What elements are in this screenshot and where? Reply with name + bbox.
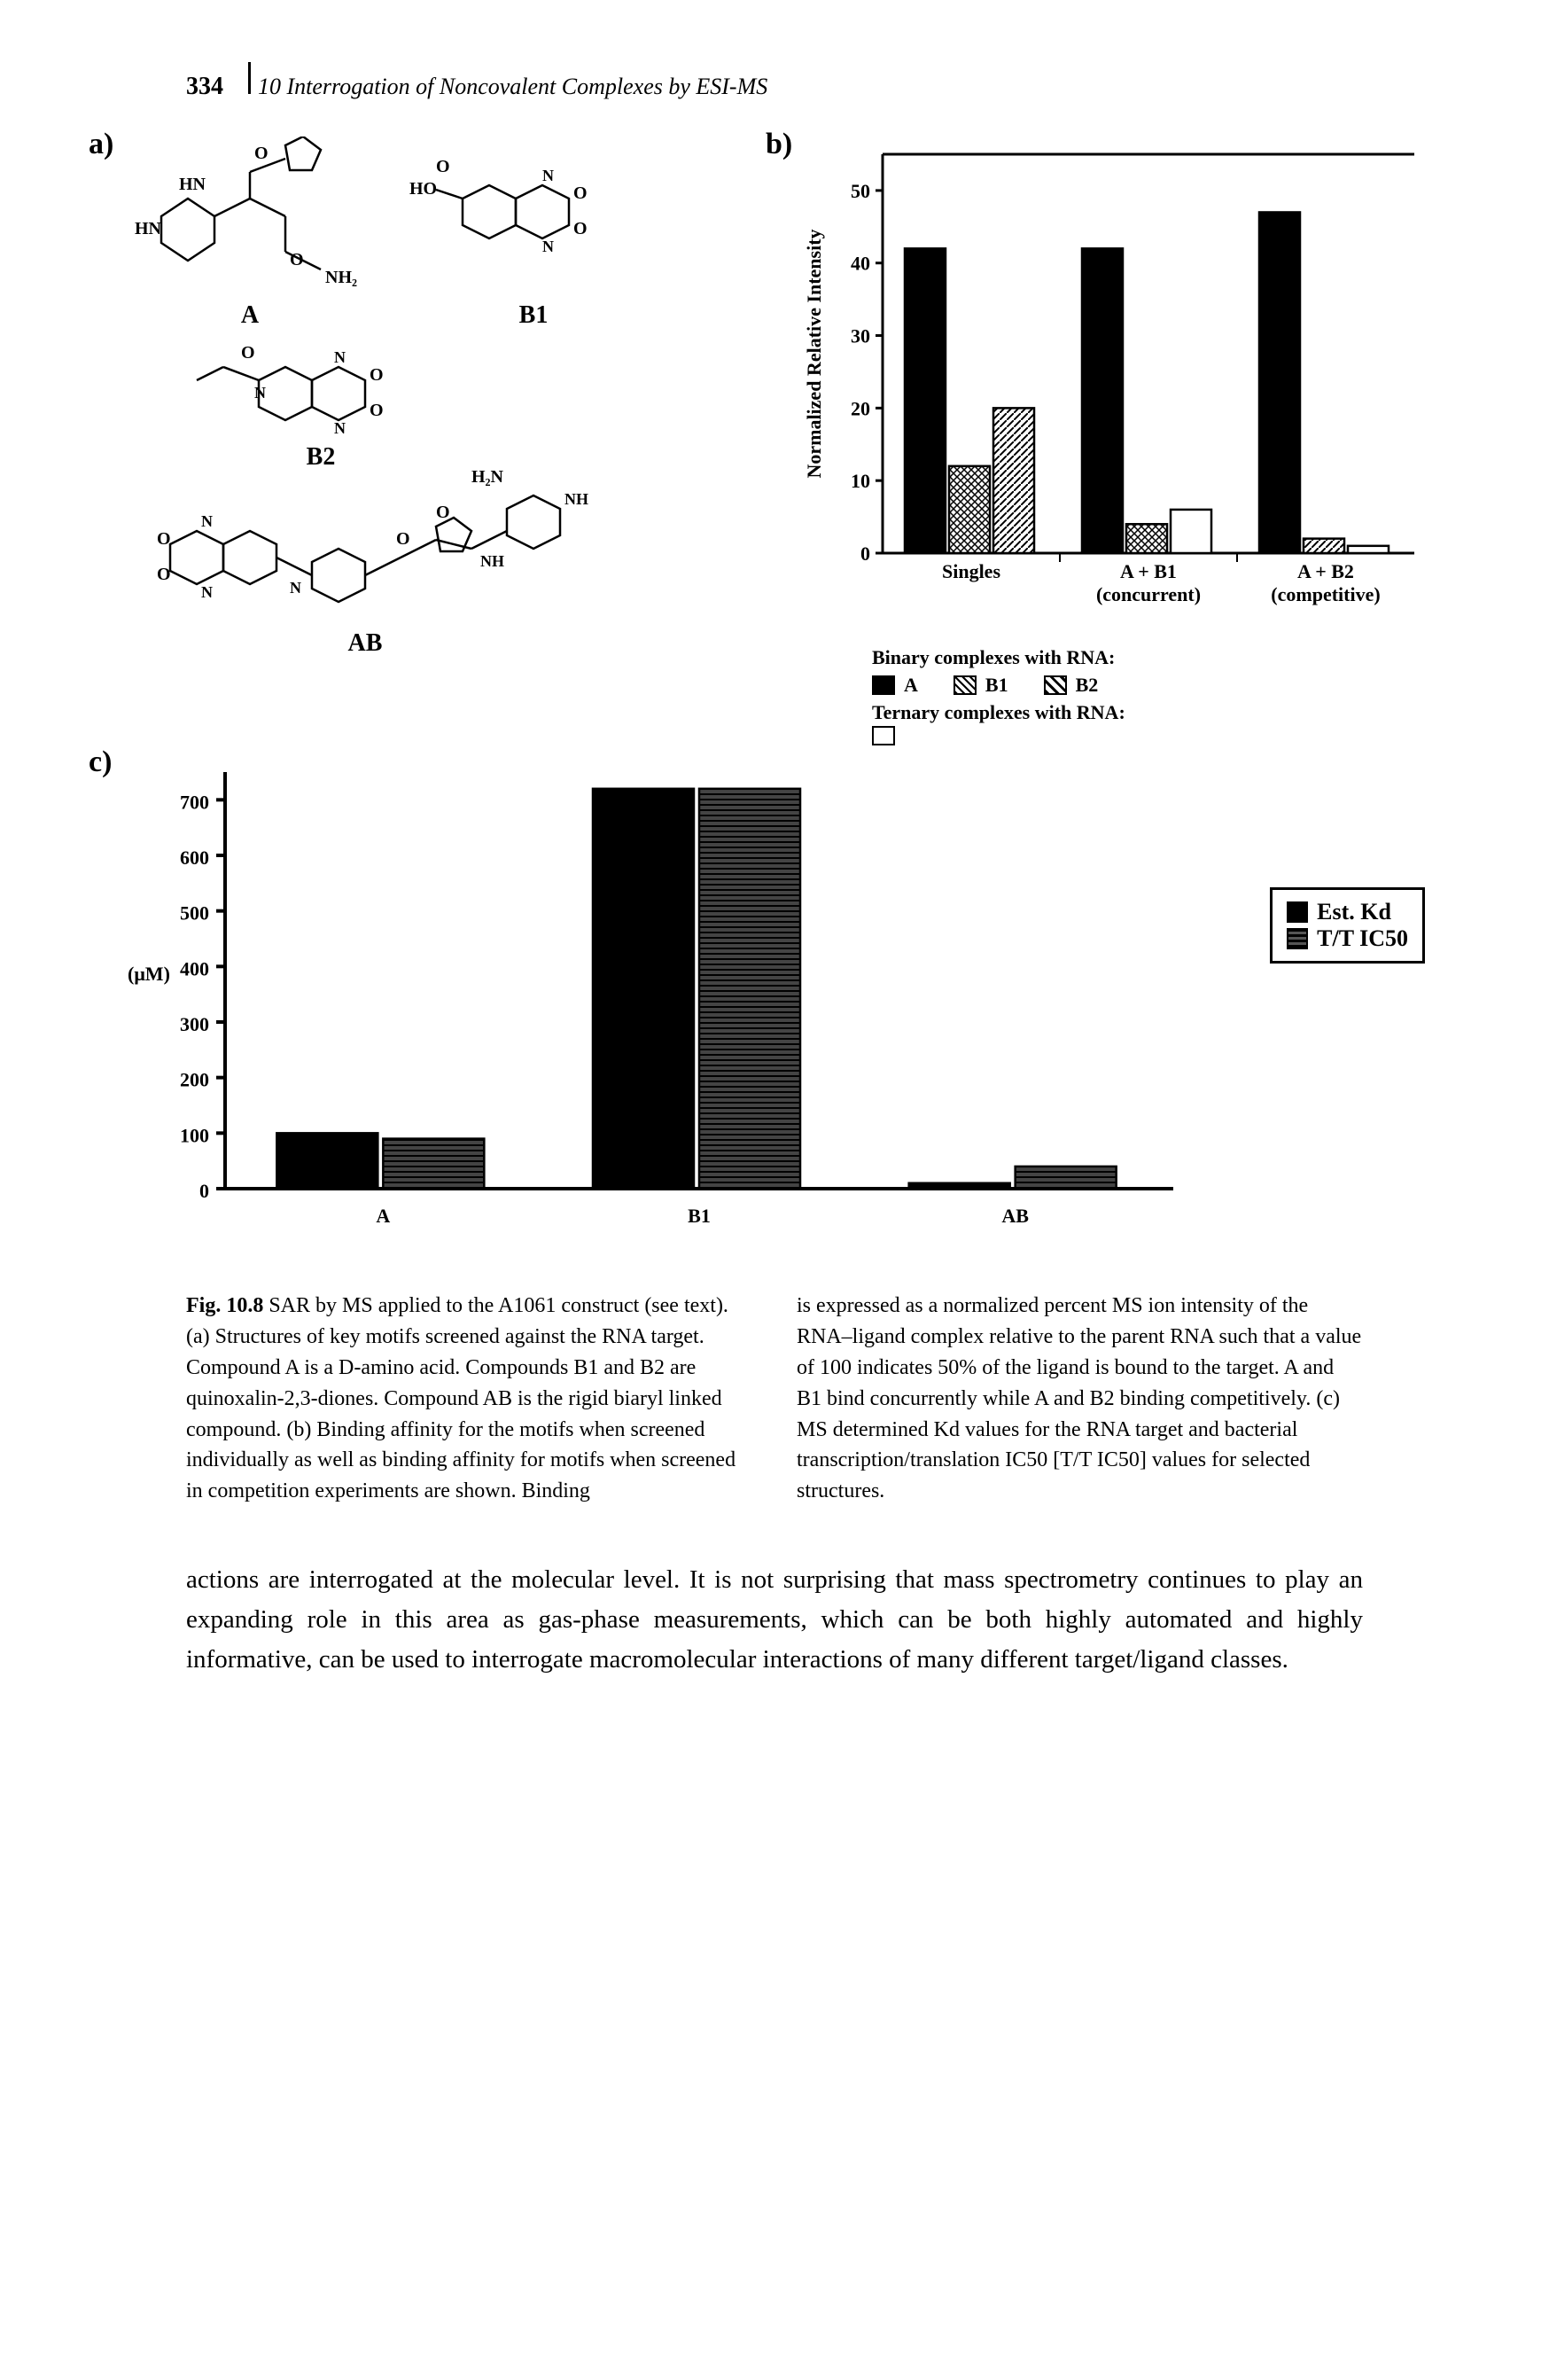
svg-text:NH: NH bbox=[564, 490, 588, 508]
svg-text:30: 30 bbox=[851, 325, 870, 347]
legend-ternary-title: Ternary complexes with RNA: bbox=[872, 699, 1443, 727]
header-divider bbox=[248, 62, 251, 94]
legend-swatch bbox=[872, 726, 895, 745]
legend-label: B1 bbox=[985, 672, 1008, 699]
svg-text:O: O bbox=[157, 529, 171, 549]
svg-text:700: 700 bbox=[180, 792, 209, 814]
svg-text:N: N bbox=[334, 419, 346, 437]
svg-text:HN: HN bbox=[135, 219, 162, 238]
svg-text:AB: AB bbox=[1001, 1205, 1029, 1227]
svg-text:0: 0 bbox=[199, 1180, 209, 1202]
panel-c: c) 0100200300400500600700(μM)AB1AB Est. … bbox=[106, 754, 1443, 1255]
svg-text:O: O bbox=[436, 503, 450, 522]
legend-swatch bbox=[1287, 928, 1308, 949]
legend-swatch bbox=[954, 675, 977, 695]
svg-text:50: 50 bbox=[851, 180, 870, 202]
figure-label: Fig. 10.8 bbox=[186, 1294, 263, 1317]
panel-a-label: a) bbox=[89, 128, 113, 161]
svg-text:B1: B1 bbox=[688, 1205, 711, 1227]
svg-text:(competitive): (competitive) bbox=[1271, 583, 1380, 605]
mol-label-b2: B2 bbox=[307, 443, 336, 471]
svg-text:O: O bbox=[436, 157, 450, 176]
svg-text:O: O bbox=[241, 343, 255, 363]
svg-text:N: N bbox=[542, 167, 554, 184]
legend-swatch bbox=[1044, 675, 1067, 695]
svg-text:500: 500 bbox=[180, 902, 209, 925]
legend-ternary-row bbox=[872, 726, 1443, 745]
svg-text:O: O bbox=[370, 401, 384, 420]
legend-row: T/T IC50 bbox=[1287, 925, 1408, 952]
legend-row: Est. Kd bbox=[1287, 899, 1408, 925]
svg-text:100: 100 bbox=[180, 1125, 209, 1147]
chemical-structures: HN HN O O NH₂ HO O O O N N bbox=[106, 137, 766, 722]
svg-text:(concurrent): (concurrent) bbox=[1096, 583, 1201, 605]
body-paragraph: actions are interrogated at the molecula… bbox=[186, 1560, 1363, 1680]
page-number: 334 bbox=[186, 73, 223, 101]
svg-text:Singles: Singles bbox=[942, 560, 1000, 582]
caption-right-text: is expressed as a normalized percent MS … bbox=[797, 1294, 1361, 1502]
figure-caption: Fig. 10.8 SAR by MS applied to the A1061… bbox=[186, 1291, 1363, 1507]
legend-swatch bbox=[1287, 901, 1308, 923]
chart-b-legend: Binary complexes with RNA: A B1 B2 Ternary… bbox=[783, 644, 1443, 745]
caption-left: Fig. 10.8 SAR by MS applied to the A1061… bbox=[186, 1291, 752, 1507]
panel-a: a) HN HN O O NH₂ bbox=[106, 137, 766, 745]
svg-text:(μM): (μM) bbox=[128, 963, 170, 985]
figure-top-row: a) HN HN O O NH₂ bbox=[106, 137, 1443, 745]
legend-label: T/T IC50 bbox=[1317, 925, 1408, 952]
svg-text:400: 400 bbox=[180, 958, 209, 980]
svg-text:NH₂: NH₂ bbox=[325, 268, 357, 287]
svg-text:A: A bbox=[376, 1205, 390, 1227]
legend-label: A bbox=[904, 672, 918, 699]
svg-text:O: O bbox=[573, 183, 588, 203]
svg-text:O: O bbox=[370, 365, 384, 385]
panel-b: b) 01020304050Normalized Relative Intens… bbox=[783, 137, 1443, 745]
svg-text:Normalized Relative Intensity: Normalized Relative Intensity bbox=[803, 229, 825, 478]
svg-text:N: N bbox=[542, 238, 554, 255]
legend-swatch bbox=[872, 675, 895, 695]
caption-left-text: SAR by MS applied to the A1061 construct… bbox=[186, 1294, 736, 1502]
svg-text:40: 40 bbox=[851, 253, 870, 275]
page-header: 334 10 Interrogation of Noncovalent Comp… bbox=[186, 62, 1443, 101]
running-title: 10 Interrogation of Noncovalent Complexe… bbox=[258, 74, 767, 100]
svg-text:N: N bbox=[201, 583, 213, 601]
svg-text:N: N bbox=[254, 384, 266, 402]
legend-label: B2 bbox=[1076, 672, 1099, 699]
svg-text:O: O bbox=[573, 219, 588, 238]
legend-binary-row: A B1 B2 bbox=[872, 672, 1443, 699]
mol-label-b1: B1 bbox=[519, 301, 549, 329]
mol-label-ab: AB bbox=[348, 629, 383, 657]
svg-text:10: 10 bbox=[851, 470, 870, 492]
legend-label: Est. Kd bbox=[1317, 899, 1391, 925]
panel-b-label: b) bbox=[766, 128, 792, 161]
svg-text:300: 300 bbox=[180, 1013, 209, 1035]
svg-text:0: 0 bbox=[860, 542, 870, 565]
svg-text:N: N bbox=[201, 512, 213, 530]
mol-label-a: A bbox=[241, 301, 260, 329]
chart-c-legend: Est. KdT/T IC50 bbox=[1270, 887, 1425, 964]
svg-text:HO: HO bbox=[409, 179, 437, 199]
svg-text:H₂N: H₂N bbox=[471, 467, 504, 487]
svg-text:A + B2: A + B2 bbox=[1297, 560, 1354, 582]
svg-text:O: O bbox=[396, 529, 410, 549]
chart-c: 0 100 200 300 400 500 600 700 (μM) A B1 AB bbox=[106, 754, 1443, 1251]
svg-text:O: O bbox=[254, 144, 269, 163]
svg-text:N: N bbox=[290, 579, 301, 597]
svg-text:200: 200 bbox=[180, 1069, 209, 1091]
panel-c-label: c) bbox=[89, 745, 112, 779]
svg-text:20: 20 bbox=[851, 397, 870, 419]
chart-b: 0 10 20 30 40 50 Normalized Relative Intensity… bbox=[783, 137, 1443, 633]
svg-text:O: O bbox=[290, 250, 304, 269]
svg-text:600: 600 bbox=[180, 847, 209, 869]
svg-text:N: N bbox=[334, 348, 346, 366]
svg-text:HN: HN bbox=[179, 175, 206, 194]
svg-text:NH: NH bbox=[480, 552, 504, 570]
svg-text:A + B1: A + B1 bbox=[1120, 560, 1177, 582]
svg-text:O: O bbox=[157, 565, 171, 584]
legend-binary-title: Binary complexes with RNA: bbox=[872, 644, 1443, 672]
caption-right: is expressed as a normalized percent MS … bbox=[797, 1291, 1363, 1507]
